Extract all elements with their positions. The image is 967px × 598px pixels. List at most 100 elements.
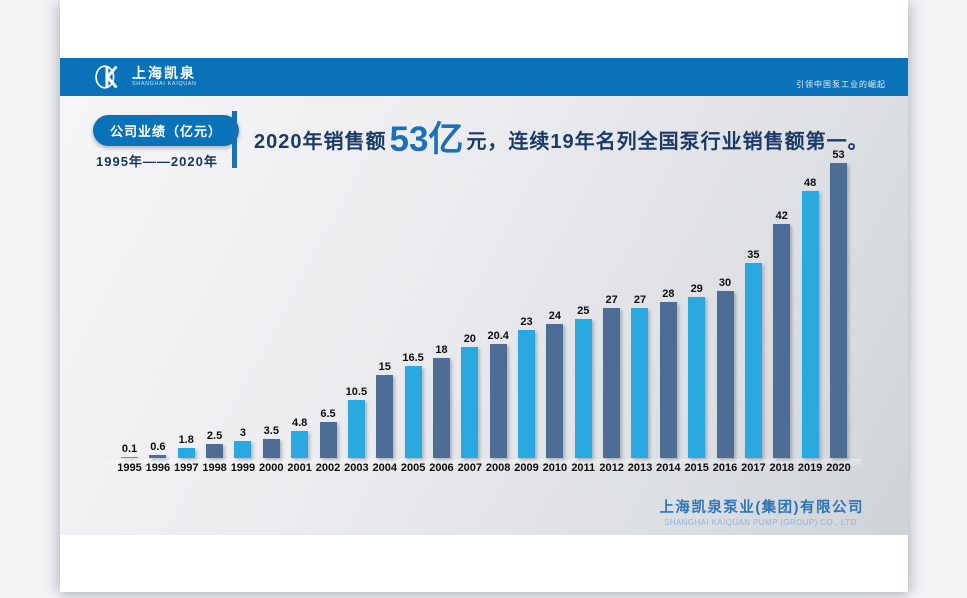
- bar-year-label: 2009: [514, 462, 539, 474]
- bar: [291, 431, 309, 458]
- bar-value-label: 20.4: [487, 330, 509, 342]
- bar-value-label: 0.6: [150, 441, 166, 453]
- bar-year-label: 2010: [542, 462, 568, 474]
- bar-value-label: 29: [690, 283, 703, 295]
- logo-cn-text: 上海凯泉: [132, 65, 196, 82]
- bar: [773, 224, 791, 458]
- bar-column: 53 2020: [825, 150, 852, 475]
- bar-value-label: 10.5: [345, 386, 368, 398]
- bar-year-label: 2002: [315, 462, 341, 474]
- bar-column: 18 2006: [428, 345, 455, 475]
- bar-value-label: 3.5: [263, 425, 279, 437]
- bar-year-label: 1998: [202, 462, 227, 474]
- company-signature: 上海凯泉泵业(集团)有限公司 SHANGHAI KAIQUAN PUMP (GR…: [659, 500, 864, 527]
- kaiquan-logo: 上海凯泉 SHANGHAI KAIQUAN: [94, 62, 197, 92]
- bar: [149, 455, 167, 458]
- bar-column: 48 2019: [797, 178, 824, 475]
- bar-value-label: 30: [718, 277, 732, 289]
- bar-year-label: 2017: [741, 462, 766, 474]
- bar-column: 35 2017: [740, 250, 767, 475]
- bar-value-label: 28: [662, 288, 675, 300]
- bar-year-label: 2008: [485, 462, 511, 474]
- bar-year-label: 2016: [712, 462, 738, 474]
- bar-year-label: 2003: [344, 462, 369, 474]
- slide-canvas: 公司业绩（亿元） 1995年——2020年 2020年销售额 53亿 元，连续1…: [60, 96, 908, 535]
- bar-column: 27 2012: [598, 295, 625, 475]
- bar: [319, 422, 337, 458]
- bar: [574, 319, 592, 458]
- bar: [603, 308, 621, 458]
- bar: [206, 444, 224, 458]
- bar-value-label: 18: [435, 344, 448, 356]
- bar-value-label: 35: [747, 249, 760, 261]
- bar-year-label: 2020: [826, 462, 851, 474]
- headline-accent-bar: [232, 111, 237, 168]
- bar-column: 28 2014: [655, 289, 682, 475]
- bar-year-label: 2013: [627, 462, 653, 474]
- bar-column: 4.8 2001: [286, 418, 313, 475]
- headline-highlight: 53亿: [389, 120, 464, 159]
- logo-en-text: SHANGHAI KAIQUAN: [132, 81, 197, 88]
- bar-year-label: 2005: [400, 462, 426, 474]
- bar-year-label: 2000: [259, 462, 284, 474]
- headline-part1: 2020年销售额: [254, 131, 387, 153]
- bar: [234, 441, 252, 458]
- bar: [744, 263, 762, 458]
- bar-year-label: 1995: [117, 462, 142, 474]
- company-name-en: SHANGHAI KAIQUAN PUMP (GROUP) CO., LTD.: [664, 518, 860, 527]
- bar-year-label: 1996: [145, 462, 171, 474]
- bar: [347, 400, 365, 458]
- bar-value-label: 48: [804, 177, 817, 189]
- bar-value-label: 24: [548, 310, 562, 322]
- bar-year-label: 2001: [287, 462, 312, 474]
- company-name-cn: 上海凯泉泵业(集团)有限公司: [659, 499, 864, 516]
- bar: [659, 302, 677, 458]
- header-slogan: 引领中国泵工业的崛起: [796, 80, 886, 89]
- bar: [631, 308, 649, 458]
- bar-year-label: 1997: [173, 462, 199, 474]
- bar-column: 24 2010: [541, 311, 568, 475]
- bar-column: 0.6 1996: [144, 442, 171, 475]
- logo-text: 上海凯泉 SHANGHAI KAIQUAN: [132, 66, 197, 88]
- bar-column: 10.5 2003: [343, 387, 370, 475]
- bar: [461, 347, 479, 458]
- bar: [518, 330, 536, 458]
- bar: [829, 163, 847, 458]
- bar-column: 20.4 2008: [485, 331, 512, 475]
- bar-column: 29 2015: [683, 284, 710, 475]
- bar-year-label: 2019: [797, 462, 823, 474]
- bar-year-label: 2006: [429, 462, 454, 474]
- bar: [262, 439, 280, 458]
- bar-column: 16.5 2005: [400, 353, 427, 475]
- header-bar: 上海凯泉 SHANGHAI KAIQUAN 引领中国泵工业的崛起: [60, 58, 908, 96]
- bar: [546, 324, 564, 458]
- headline-text: 2020年销售额 53亿 元，连续19年名列全国泵行业销售额第一。: [254, 122, 869, 157]
- bar-value-label: 6.5: [320, 408, 336, 420]
- chart-title-badge-label: 公司业绩（亿元）: [110, 124, 223, 139]
- bar: [432, 358, 450, 458]
- chart-title-badge: 公司业绩（亿元）: [93, 115, 240, 146]
- bar-year-label: 2007: [457, 462, 483, 474]
- bar-value-label: 20: [463, 333, 476, 345]
- bar-column: 15 2004: [371, 362, 398, 475]
- bar-column: 6.5 2002: [315, 409, 342, 475]
- bar: [121, 457, 138, 458]
- bar: [376, 375, 394, 458]
- bar: [716, 291, 734, 458]
- bar-year-label: 2011: [571, 462, 596, 474]
- headline: 2020年销售额 53亿 元，连续19年名列全国泵行业销售额第一。: [232, 111, 869, 168]
- bar-column: 42 2018: [768, 211, 795, 475]
- bar-year-label: 2004: [372, 462, 397, 474]
- bar-year-label: 2018: [769, 462, 794, 474]
- bar-value-label: 16.5: [402, 352, 424, 364]
- bar-column: 30 2016: [712, 278, 739, 475]
- bar-year-label: 2015: [684, 462, 709, 474]
- bar-value-label: 1.8: [178, 434, 194, 446]
- bar-year-label: 1999: [230, 462, 256, 474]
- bar-value-label: 42: [775, 210, 788, 222]
- bar-column: 1.8 1997: [173, 435, 200, 475]
- bar-column: 25 2011: [570, 306, 597, 475]
- bar-value-label: 53: [832, 149, 845, 161]
- bar-column: 20 2007: [456, 334, 483, 475]
- bar-value-label: 4.8: [292, 417, 308, 429]
